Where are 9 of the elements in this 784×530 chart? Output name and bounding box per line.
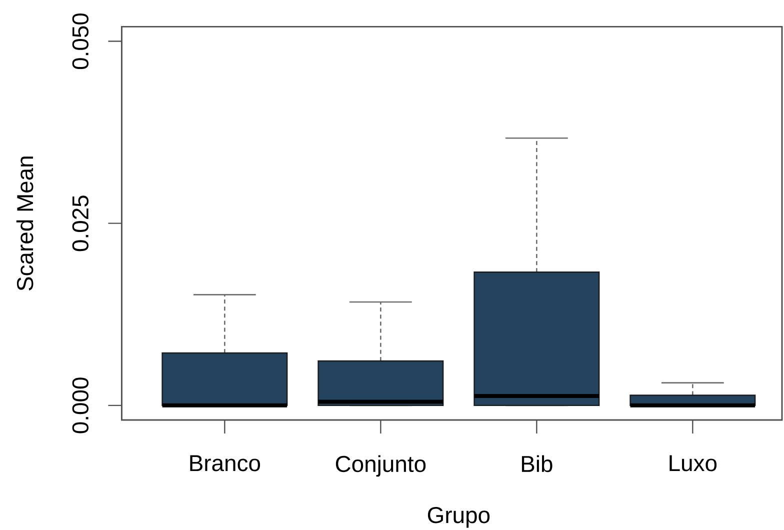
y-axis-title: Scared Mean <box>16 156 34 290</box>
y-tick-label: 0.050 <box>72 13 89 70</box>
x-tick-label: Luxo <box>670 455 717 472</box>
x-axis-title: Grupo <box>428 506 490 528</box>
x-tick-label: Branco <box>190 455 260 472</box>
y-tick-label: 0.025 <box>72 196 89 252</box>
x-tick-label: Bib <box>522 455 552 472</box>
y-tick-label: 0.000 <box>72 378 89 434</box>
x-tick-label: Conjunto <box>336 455 426 477</box>
